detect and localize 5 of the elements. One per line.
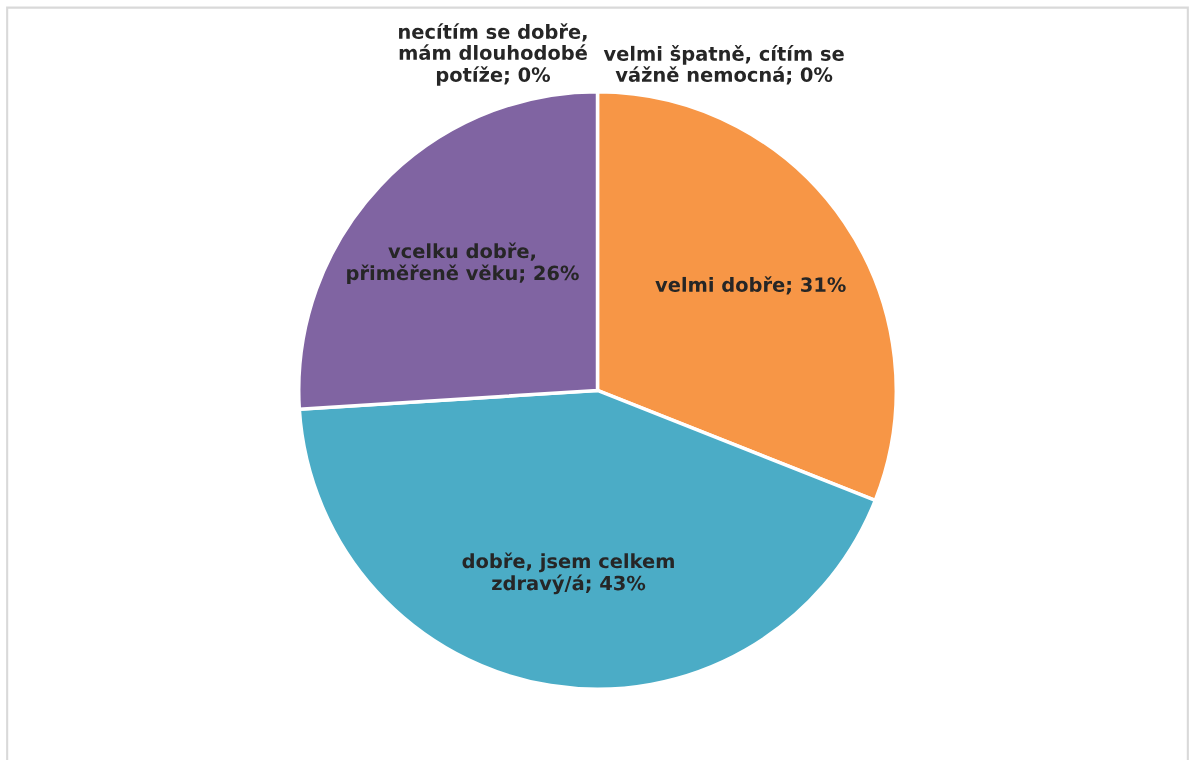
category-label: velmi špatně, cítím se vážně nemocná; 0% (603, 45, 844, 85)
slice-label: vcelku dobře, přiměřeně věku; 26% (347, 242, 579, 285)
category-label: necítím se dobře, mám dlouhodobé potíže; 0% (399, 23, 587, 86)
slice-label: dobře, jsem celkem zdravý/á; 43% (462, 552, 674, 595)
slice-label: velmi dobře; 31% (655, 276, 846, 295)
